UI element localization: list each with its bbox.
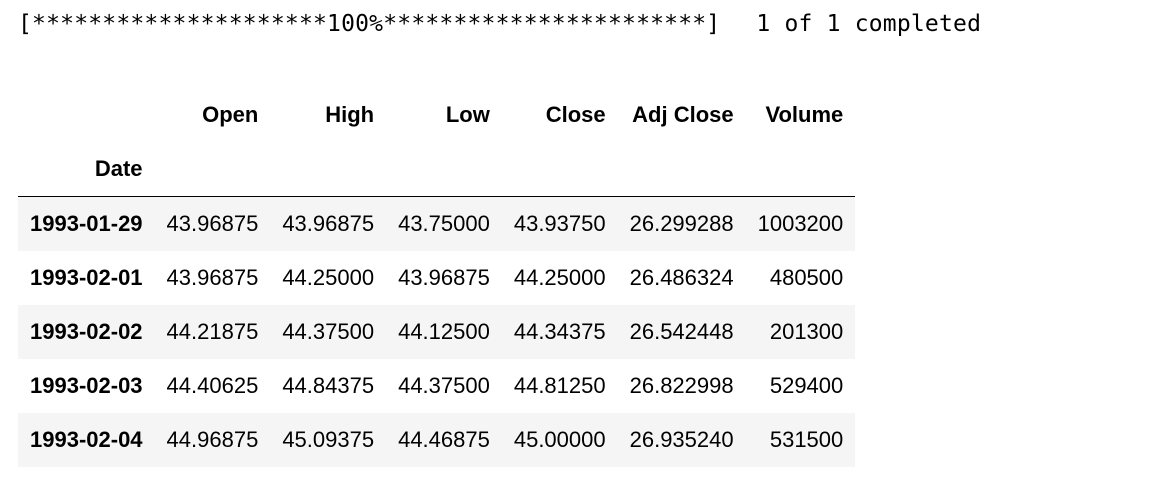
cell-close: 44.25000: [513, 264, 606, 290]
cell-volume: 529400: [769, 372, 844, 398]
column-header: Close: [545, 102, 606, 127]
column-header: Open: [202, 102, 259, 127]
cell-open: 44.40625: [166, 372, 259, 398]
cell-volume: 201300: [769, 318, 844, 344]
dataframe-table: Open High Low Close Adj Close Volume Dat…: [18, 88, 856, 467]
cell-low: 44.37500: [398, 372, 490, 398]
cell-high: 44.84375: [282, 372, 375, 398]
table-row: 1993-02-02 44.21875 44.37500 44.12500 44…: [18, 304, 856, 359]
index-name-header: Date: [94, 156, 143, 181]
cell-close: 44.81250: [513, 372, 606, 398]
cell-volume: 1003200: [757, 210, 844, 236]
index-name-row: Date: [18, 142, 856, 197]
cell-adj-close: 26.299288: [629, 210, 734, 236]
cell-open: 44.21875: [166, 318, 259, 344]
row-index-date: 1993-02-02: [30, 318, 143, 344]
cell-close: 43.93750: [513, 210, 606, 236]
cell-open: 43.96875: [166, 210, 259, 236]
cell-close: 44.34375: [513, 318, 606, 344]
column-header: Adj Close: [632, 102, 734, 127]
cell-high: 44.37500: [282, 318, 375, 344]
cell-open: 44.96875: [166, 426, 259, 452]
progress-bar-text: [*********************100%**************…: [18, 11, 721, 37]
cell-low: 44.46875: [398, 426, 490, 452]
row-index-date: 1993-02-03: [30, 372, 143, 398]
cell-volume: 531500: [769, 426, 844, 452]
column-header: High: [325, 102, 375, 127]
column-header: Low: [445, 102, 490, 127]
cell-close: 45.00000: [513, 426, 606, 452]
download-progress: [*********************100%**************…: [18, 8, 981, 40]
cell-adj-close: 26.486324: [629, 264, 734, 290]
column-header-row: Open High Low Close Adj Close Volume: [18, 88, 855, 142]
table-row: 1993-02-01 43.96875 44.25000 43.96875 44…: [18, 251, 855, 305]
cell-high: 45.09375: [282, 426, 375, 452]
column-header: Volume: [765, 102, 844, 127]
cell-low: 44.12500: [398, 318, 490, 344]
row-index-date: 1993-01-29: [30, 210, 143, 236]
cell-high: 43.96875: [282, 210, 375, 236]
cell-high: 44.25000: [282, 264, 375, 290]
table-row: 1993-01-29 43.96875 43.96875 43.75000 43…: [18, 196, 856, 251]
index-corner-cell: [18, 88, 155, 142]
cell-volume: 480500: [769, 264, 844, 290]
cell-adj-close: 26.935240: [629, 426, 734, 452]
table-row: 1993-02-04 44.96875 45.09375 44.46875 45…: [18, 412, 856, 467]
cell-adj-close: 26.542448: [629, 318, 734, 344]
cell-low: 43.75000: [398, 210, 490, 236]
progress-status-text: 1 of 1 completed: [756, 11, 982, 37]
cell-open: 43.96875: [166, 264, 259, 290]
table-row: 1993-02-03 44.40625 44.84375 44.37500 44…: [18, 359, 855, 413]
cell-low: 43.96875: [398, 264, 490, 290]
row-index-date: 1993-02-04: [30, 426, 143, 452]
cell-adj-close: 26.822998: [629, 372, 734, 398]
row-index-date: 1993-02-01: [30, 264, 143, 290]
